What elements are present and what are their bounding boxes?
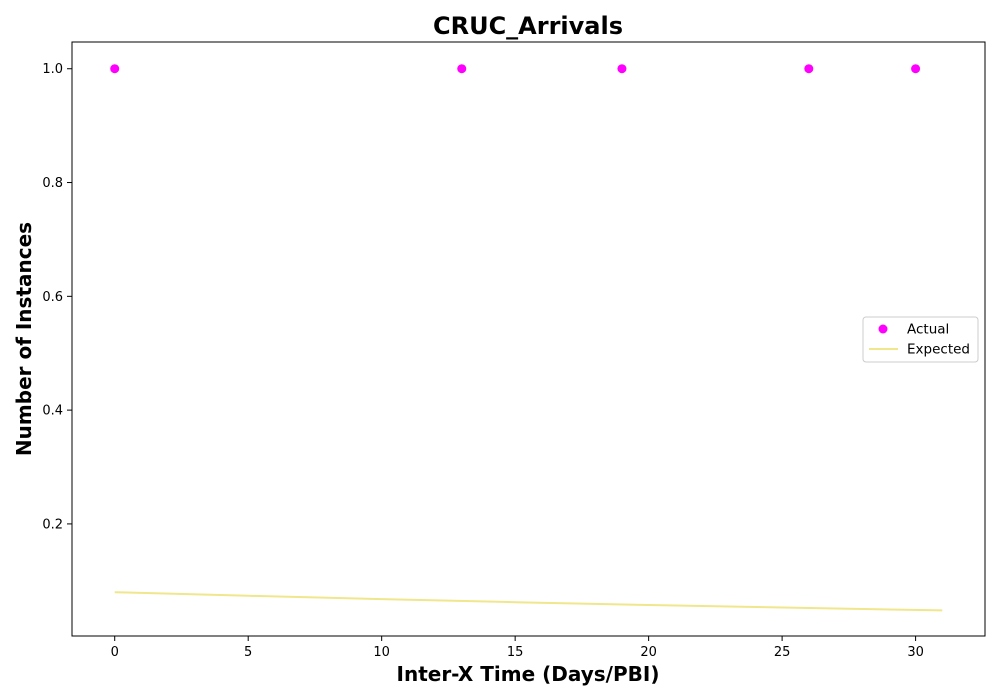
y-tick-label-4: 1.0	[42, 62, 63, 77]
y-axis-label: Number of Instances	[12, 222, 36, 456]
series-line-expected	[114, 591, 943, 612]
x-tick-label-6: 30	[907, 645, 924, 660]
legend-frame	[862, 316, 979, 363]
plot-area	[110, 64, 943, 612]
y-tick-label-1: 0.4	[42, 404, 63, 419]
x-tick-label-0: 0	[111, 645, 119, 660]
data-point-actual-4	[911, 64, 921, 74]
data-point-actual-0	[110, 64, 120, 74]
axes-frame	[71, 41, 986, 637]
chart-title: CRUC_Arrivals	[433, 12, 623, 40]
x-tick-label-2: 10	[373, 645, 390, 660]
x-tick-label-1: 5	[244, 645, 252, 660]
data-point-actual-3	[804, 64, 814, 74]
data-point-actual-2	[617, 64, 627, 74]
x-axis-label: Inter-X Time (Days/PBI)	[397, 662, 660, 686]
legend-marker-actual	[878, 324, 888, 334]
y-tick-label-2: 0.6	[42, 290, 63, 305]
legend-label-expected: Expected	[907, 342, 970, 358]
x-tick-label-5: 25	[774, 645, 791, 660]
axes: 0 5 10 15 20 25 30 0.2 0.4 0.6 0.8 1.0	[42, 41, 986, 660]
legend: Actual Expected	[862, 316, 979, 363]
x-tick-label-4: 20	[640, 645, 657, 660]
legend-label-actual: Actual	[907, 322, 949, 338]
y-tick-label-0: 0.2	[42, 517, 63, 532]
data-point-actual-1	[457, 64, 467, 74]
x-tick-label-3: 15	[507, 645, 524, 660]
y-tick-label-3: 0.8	[42, 176, 63, 191]
